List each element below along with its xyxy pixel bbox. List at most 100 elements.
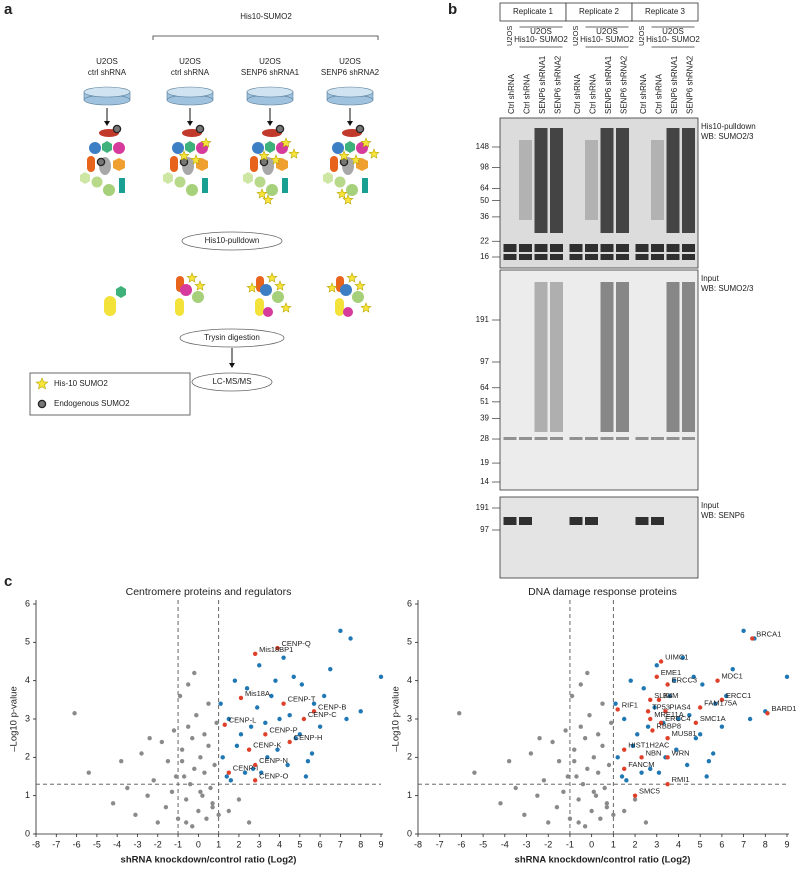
blot bbox=[499, 496, 699, 579]
point bbox=[299, 682, 305, 687]
mw-marker: 97 bbox=[480, 525, 489, 534]
panel-label: a bbox=[4, 1, 13, 18]
mw-marker: 98 bbox=[480, 162, 489, 171]
protein bbox=[89, 142, 101, 154]
arrow-head bbox=[187, 121, 193, 126]
protein bbox=[266, 184, 278, 196]
point bbox=[591, 789, 597, 795]
point bbox=[654, 674, 659, 680]
point-label: FANCM bbox=[628, 760, 654, 769]
point bbox=[537, 735, 542, 741]
column-label: ctrl shRNA bbox=[88, 68, 127, 77]
protein bbox=[113, 142, 125, 154]
sumo-star bbox=[190, 154, 202, 165]
band bbox=[616, 254, 629, 260]
sumo-star bbox=[360, 302, 372, 313]
point-label: CENP-K bbox=[253, 741, 281, 750]
point bbox=[119, 758, 124, 764]
smear bbox=[585, 140, 598, 220]
point bbox=[190, 735, 195, 741]
y-tick-label: 6 bbox=[25, 598, 30, 608]
point bbox=[704, 774, 709, 779]
band bbox=[519, 254, 532, 260]
point bbox=[171, 728, 177, 733]
lane-label: Ctrl shRNA bbox=[507, 73, 516, 114]
point bbox=[513, 785, 518, 791]
point bbox=[188, 781, 193, 787]
y-tick-label: 4 bbox=[25, 675, 30, 685]
x-tick-label: 7 bbox=[741, 839, 746, 849]
endogenous-sumo bbox=[37, 399, 47, 409]
mw-marker: 50 bbox=[480, 196, 489, 205]
point bbox=[611, 812, 616, 818]
protein bbox=[104, 296, 116, 316]
point-label: CENP-H bbox=[294, 733, 323, 742]
legend-label: Endogenous SUMO2 bbox=[54, 399, 130, 408]
band bbox=[585, 244, 598, 252]
band bbox=[585, 437, 598, 440]
point bbox=[165, 758, 171, 764]
protein bbox=[334, 176, 346, 188]
blot-caption: WB: SUMO2/3 bbox=[701, 284, 754, 293]
lane-label: Ctrl shRNA bbox=[639, 73, 648, 114]
point-label: Mis18A bbox=[245, 689, 270, 698]
point bbox=[632, 797, 638, 802]
point bbox=[719, 724, 725, 729]
x-tick-label: 6 bbox=[318, 839, 323, 849]
point bbox=[177, 693, 183, 699]
x-tick-label: 2 bbox=[633, 839, 638, 849]
point bbox=[226, 770, 231, 775]
point bbox=[585, 670, 590, 676]
point bbox=[600, 701, 605, 706]
blot bbox=[499, 269, 699, 491]
protein bbox=[276, 158, 288, 171]
point bbox=[206, 701, 211, 706]
replicate-label: Replicate 2 bbox=[579, 7, 620, 16]
band bbox=[600, 437, 614, 440]
step-label: His10-pulldown bbox=[205, 236, 260, 245]
point bbox=[567, 816, 573, 821]
point bbox=[554, 804, 560, 810]
point bbox=[181, 774, 187, 779]
sumo-star bbox=[194, 280, 206, 291]
point bbox=[658, 720, 664, 726]
band bbox=[666, 437, 680, 440]
sumo-star bbox=[360, 137, 372, 148]
point bbox=[656, 697, 662, 703]
point bbox=[72, 711, 77, 716]
sumo-star bbox=[368, 148, 380, 159]
band bbox=[534, 254, 548, 260]
point bbox=[269, 693, 274, 699]
dish-top bbox=[166, 86, 214, 98]
point bbox=[244, 686, 250, 691]
point-label: SMC1A bbox=[700, 714, 726, 723]
endogenous-sumo bbox=[275, 124, 285, 134]
point bbox=[784, 674, 790, 680]
point bbox=[275, 747, 280, 752]
point bbox=[498, 801, 503, 806]
point bbox=[212, 762, 217, 768]
protein bbox=[255, 298, 264, 316]
smear bbox=[550, 282, 563, 432]
point bbox=[713, 701, 718, 706]
point-label: CENP-P bbox=[269, 725, 297, 734]
point bbox=[147, 735, 152, 741]
protein bbox=[102, 141, 112, 153]
point-label: NBN bbox=[646, 748, 662, 757]
point bbox=[192, 670, 197, 676]
point-label: SMC5 bbox=[639, 787, 660, 796]
point bbox=[179, 758, 185, 764]
point bbox=[541, 778, 547, 783]
point-label: MDC1 bbox=[722, 672, 743, 681]
sumo-star bbox=[338, 150, 350, 161]
x-tick-label: 8 bbox=[358, 839, 363, 849]
protein bbox=[343, 307, 353, 317]
protein bbox=[340, 284, 352, 296]
band bbox=[585, 517, 598, 525]
point bbox=[711, 751, 716, 756]
sumo-star bbox=[350, 154, 362, 165]
point bbox=[606, 762, 612, 768]
mw-marker: 51 bbox=[480, 397, 489, 406]
point-label: CENP-I bbox=[233, 764, 258, 773]
